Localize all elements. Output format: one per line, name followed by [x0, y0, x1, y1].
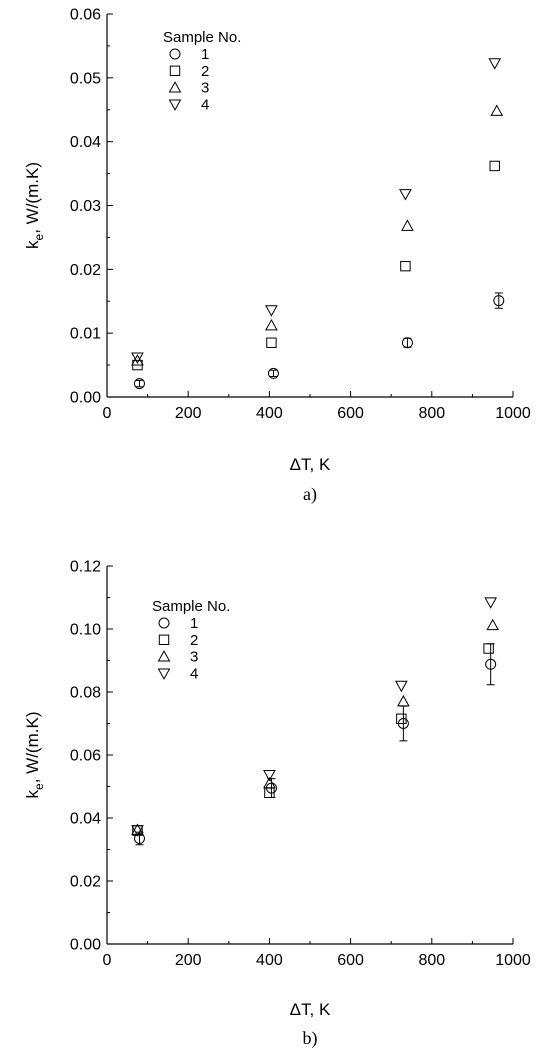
legend-marker-triangle-down [168, 99, 182, 111]
y-axis-ticks: 0.00 0.02 0.04 0.06 0.08 0.10 0.12 [70, 559, 113, 954]
y-tick-label: 0.03 [70, 198, 101, 215]
data-point-sample-2 [266, 337, 277, 348]
data-point-sample-3 [131, 354, 144, 366]
y-axis-label: ke, W/(m.K) [23, 712, 46, 799]
x-tick-label: 200 [175, 405, 202, 422]
data-markers [131, 58, 505, 390]
data-markers [131, 597, 500, 844]
y-tick-label: 0.06 [70, 748, 101, 765]
legend-label: 3 [201, 80, 209, 97]
data-point-sample-4 [395, 680, 408, 693]
y-tick-label: 0.04 [70, 134, 101, 151]
x-tick-label: 400 [256, 952, 283, 969]
data-point-sample-4 [484, 597, 498, 609]
y-tick-label: 0.06 [70, 7, 101, 24]
x-tick-label: 400 [256, 405, 283, 422]
data-point-sample-3 [490, 104, 504, 116]
y-axis-label-k: k [23, 789, 42, 798]
data-point-sample-3 [397, 694, 410, 707]
legend-label: 1 [190, 615, 198, 632]
data-point-sample-4 [265, 305, 278, 317]
x-tick-label: 600 [337, 952, 364, 969]
data-point-sample-1 [133, 378, 145, 390]
x-axis-ticks: 0 200 400 600 800 1000 [103, 938, 531, 969]
legend-label: 3 [190, 649, 198, 666]
data-point-sample-3 [401, 219, 414, 231]
x-axis-label: ΔT, K [290, 455, 331, 474]
chart-panel-a: 0 200 400 600 800 1000 0.000.010.020.030.040.… [23, 7, 531, 506]
error-bars [135, 292, 503, 388]
x-tick-label: 800 [418, 952, 445, 969]
legend-marker-triangle-up [168, 81, 182, 93]
x-axis-ticks: 0 200 400 600 800 1000 [103, 391, 531, 422]
legend-marker-circle [158, 617, 170, 629]
data-point-sample-4 [131, 352, 144, 364]
data-point-sample-3 [263, 776, 276, 789]
data-point-sample-4 [488, 58, 502, 70]
x-tick-label: 600 [337, 405, 364, 422]
data-point-sample-4 [399, 189, 412, 201]
y-tick-label: 0.02 [70, 262, 101, 279]
data-point-sample-2 [489, 160, 500, 172]
legend-label: 2 [201, 63, 209, 80]
y-axis-label: ke, W/(m.K) [23, 162, 46, 249]
y-axis-label-units: , W/(m.K) [23, 712, 42, 784]
y-axis-label-subscript: e [32, 233, 46, 240]
data-point-sample-4 [131, 825, 144, 837]
x-tick-label: 800 [418, 405, 445, 422]
legend-title: Sample No. [152, 598, 230, 615]
legend-marker-triangle-down [157, 668, 171, 680]
data-point-sample-1 [401, 337, 413, 349]
panel-label: b) [303, 1028, 318, 1049]
y-tick-label: 0.01 [70, 326, 101, 343]
y-axis-label-units: , W/(m.K) [23, 162, 42, 234]
x-tick-label: 200 [175, 952, 202, 969]
legend-label: 2 [190, 632, 198, 649]
legend-marker-circle [169, 48, 181, 60]
legend-label: 1 [201, 46, 209, 63]
data-point-sample-2 [400, 260, 411, 272]
data-point-sample-1 [267, 367, 279, 379]
panel-label: a) [303, 484, 317, 505]
data-point-sample-3 [486, 618, 500, 631]
x-axis-label: ΔT, K [290, 1000, 331, 1019]
data-point-sample-1 [493, 295, 505, 307]
y-axis-label-k: k [23, 240, 42, 249]
data-point-sample-2 [396, 713, 407, 724]
axes-frame [106, 14, 513, 398]
legend-marker-square [158, 634, 170, 645]
y-tick-label: 0.02 [70, 874, 101, 891]
legend-marker-triangle-up [157, 650, 171, 662]
y-tick-label: 0.04 [70, 811, 101, 828]
axes-frame [106, 566, 513, 945]
legend-marker-square [169, 65, 181, 76]
y-axis-label-subscript: e [32, 783, 46, 790]
data-point-sample-4 [263, 769, 276, 782]
x-tick-label: 0 [103, 405, 112, 422]
y-tick-label: 0.00 [70, 937, 101, 954]
y-tick-label: 0.00 [70, 390, 101, 407]
y-tick-label: 0.05 [70, 70, 101, 87]
data-point-sample-3 [131, 823, 144, 835]
chart-panel-b: 0 200 400 600 800 1000 0.000.020.040.060.080.… [23, 559, 531, 1050]
x-tick-label: 0 [103, 952, 112, 969]
x-tick-label: 1000 [495, 952, 531, 969]
data-point-sample-2 [483, 643, 494, 654]
data-point-sample-3 [265, 318, 278, 331]
y-tick-label: 0.10 [70, 622, 101, 639]
legend-title: Sample No. [163, 29, 241, 46]
y-tick-label: 0.12 [70, 559, 101, 576]
data-point-sample-1 [133, 832, 145, 844]
data-point-sample-1 [485, 658, 497, 670]
legend-label: 4 [190, 665, 198, 682]
y-axis-ticks: 0.00 0.01 0.02 0.03 0.04 0.05 0.06 [70, 7, 113, 407]
x-tick-label: 1000 [495, 405, 531, 422]
legend-label: 4 [201, 96, 209, 113]
y-tick-label: 0.08 [70, 685, 101, 702]
